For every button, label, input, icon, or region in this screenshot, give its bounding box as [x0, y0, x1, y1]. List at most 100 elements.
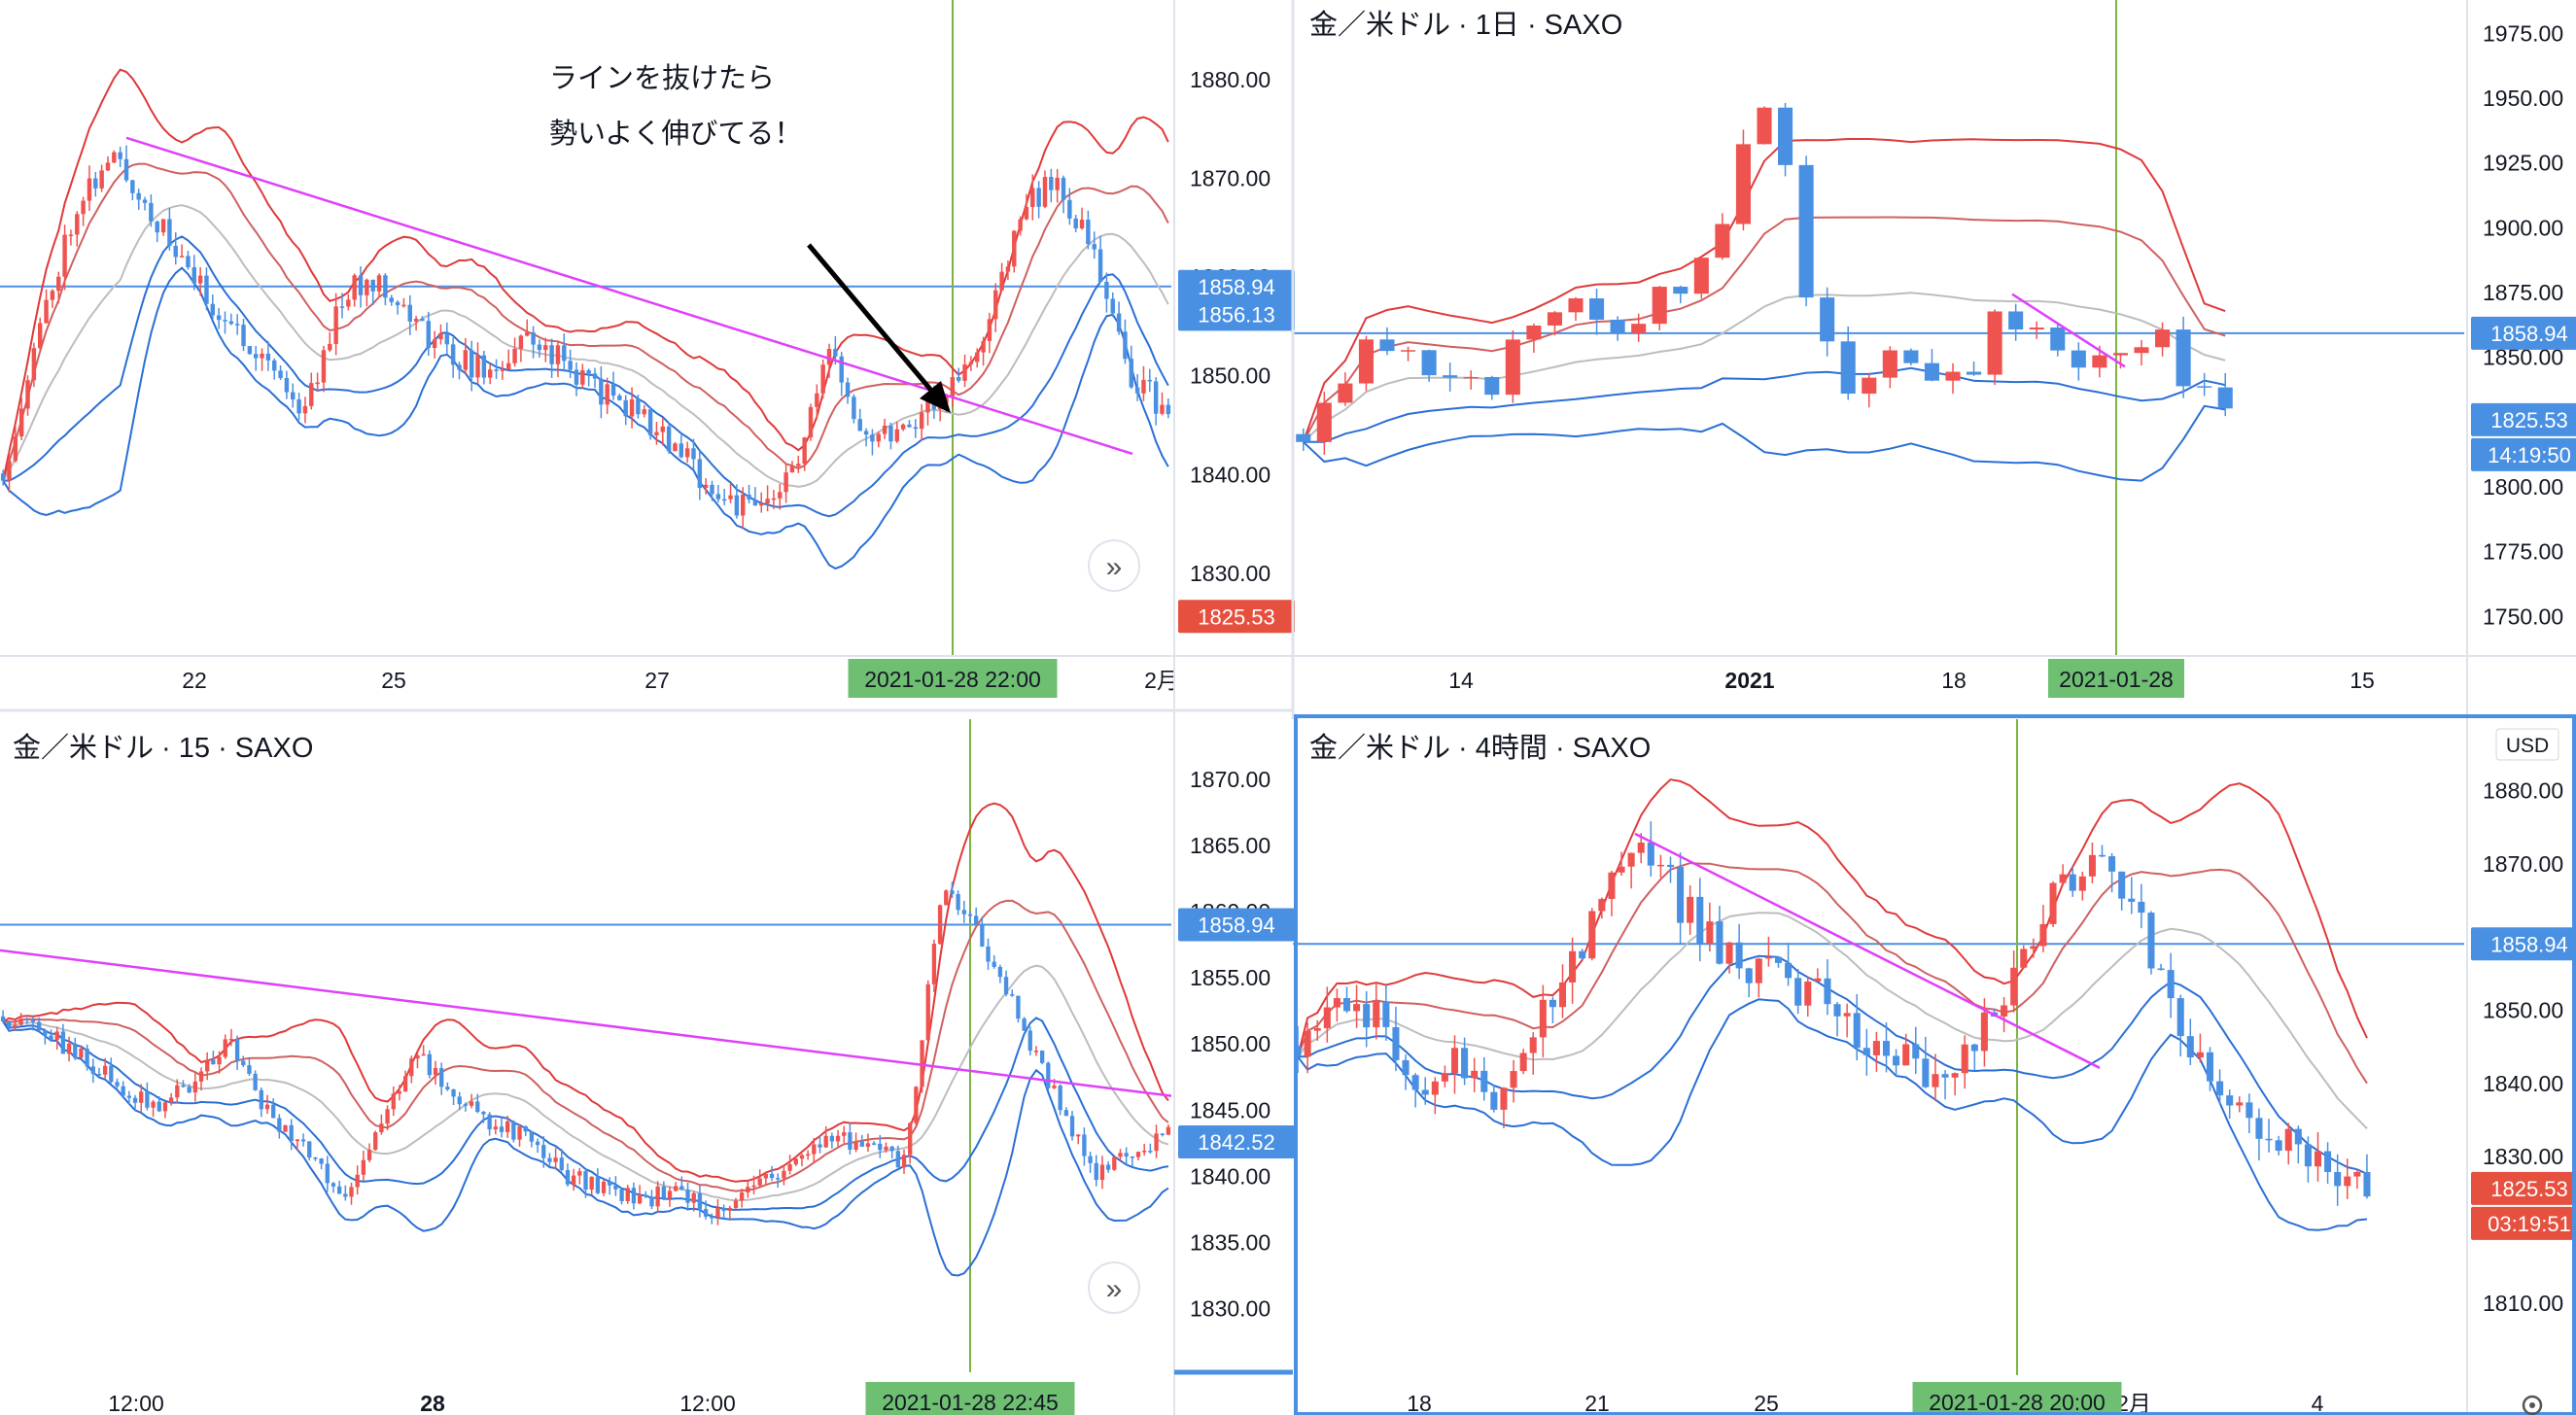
candle-body	[835, 1135, 841, 1142]
candle-body	[829, 1135, 835, 1142]
candle	[771, 489, 777, 509]
candle-body	[974, 915, 979, 924]
candle-body	[68, 234, 74, 236]
candle	[87, 165, 92, 211]
candle	[980, 916, 985, 948]
panel-tl[interactable]: ラインを抜けたら 勢いよく伸びてる！ »	[0, 0, 1174, 656]
candle-body	[517, 1125, 522, 1140]
candle-body	[1073, 218, 1078, 229]
candle	[223, 311, 227, 334]
candle	[525, 319, 530, 337]
candle-body	[2265, 1138, 2273, 1141]
candle	[826, 343, 832, 378]
candle-body	[2020, 949, 2028, 968]
currency-label: USD	[2506, 735, 2549, 757]
candle	[1804, 977, 1812, 1018]
candle	[517, 1123, 522, 1147]
candle-body	[1480, 1070, 1488, 1092]
panel-bl[interactable]: 金／米ドル · 15 · SAXO »	[0, 719, 1174, 1372]
candle-body	[427, 1053, 432, 1076]
candle-body	[1373, 1001, 1380, 1028]
candle	[559, 1149, 564, 1172]
candle	[175, 1079, 180, 1104]
candle	[1735, 129, 1751, 231]
candle	[1363, 990, 1371, 1048]
candle	[463, 337, 469, 375]
candle-body	[1112, 1156, 1117, 1170]
panel-br[interactable]: 金／米ドル · 4時間 · SAXO	[1293, 719, 2467, 1415]
candle	[2049, 880, 2057, 927]
candle-body	[2088, 854, 2096, 877]
candle-body	[555, 345, 561, 364]
candle-body	[2324, 1151, 2332, 1172]
candle	[769, 1165, 775, 1182]
price-badge-last-label: 1825.53	[2490, 408, 2568, 432]
candle-body	[2029, 328, 2044, 330]
candle-body	[228, 1039, 234, 1041]
candle-body	[1755, 958, 1762, 984]
candle	[37, 1017, 42, 1032]
candle-body	[741, 495, 746, 516]
candle	[1402, 1054, 1410, 1090]
settings-gear-icon[interactable]	[2522, 1395, 2543, 1415]
candle-body	[205, 1059, 210, 1072]
candle	[605, 377, 609, 415]
candle-body	[284, 377, 290, 393]
candle	[24, 1018, 29, 1025]
candle	[1392, 1006, 1400, 1072]
candle	[272, 358, 277, 380]
candle	[1725, 942, 1733, 974]
candle	[637, 1185, 643, 1205]
countdown-label: 14:19:50	[2488, 443, 2571, 467]
candle-body	[463, 350, 469, 370]
candle	[1094, 1155, 1098, 1187]
candle	[407, 294, 412, 335]
candle	[961, 900, 966, 923]
candle-body	[601, 1182, 607, 1193]
candle-body	[937, 905, 943, 945]
candle-body	[857, 419, 862, 431]
candle	[2314, 1131, 2322, 1182]
candle-body	[469, 1101, 474, 1106]
panel-tr[interactable]: 金／米ドル · 1日 · SAXO	[1293, 0, 2467, 656]
candle-body	[319, 1158, 324, 1164]
candle-body	[549, 345, 554, 364]
candle-body	[691, 448, 696, 460]
scroll-right-button[interactable]: »	[1088, 539, 1140, 592]
x-tick-label: 27	[644, 668, 670, 693]
candle-body	[66, 1043, 72, 1054]
candle	[1716, 906, 1723, 965]
candle	[765, 485, 770, 512]
candle-body	[321, 350, 327, 383]
candle-body	[537, 344, 542, 351]
candle	[2147, 911, 2155, 975]
candle	[112, 150, 117, 163]
candle-body	[1067, 199, 1072, 219]
candle	[2196, 1033, 2204, 1063]
candle	[421, 1045, 426, 1056]
candle-body	[710, 1216, 714, 1219]
candle-body	[666, 426, 672, 452]
candle	[7, 1020, 12, 1031]
candle-body	[815, 393, 819, 407]
candle	[1005, 259, 1011, 281]
candle-body	[1160, 404, 1165, 414]
candle	[888, 422, 893, 450]
candle-body	[1490, 1091, 1498, 1110]
candle	[1757, 106, 1772, 145]
candle	[450, 337, 456, 378]
candle	[2039, 905, 2047, 952]
candle-body	[1304, 1030, 1311, 1057]
candle-body	[289, 1124, 294, 1142]
candle-body	[1461, 1048, 1469, 1079]
candle-body	[175, 1085, 180, 1098]
candle	[1903, 348, 1919, 365]
candle-body	[1862, 377, 1877, 395]
candle	[253, 345, 259, 371]
candle	[271, 1098, 276, 1119]
scroll-right-button[interactable]: »	[1088, 1261, 1140, 1314]
candle	[763, 1171, 769, 1186]
candle	[1706, 902, 1714, 952]
candle-body	[802, 437, 807, 465]
candle	[647, 406, 653, 440]
